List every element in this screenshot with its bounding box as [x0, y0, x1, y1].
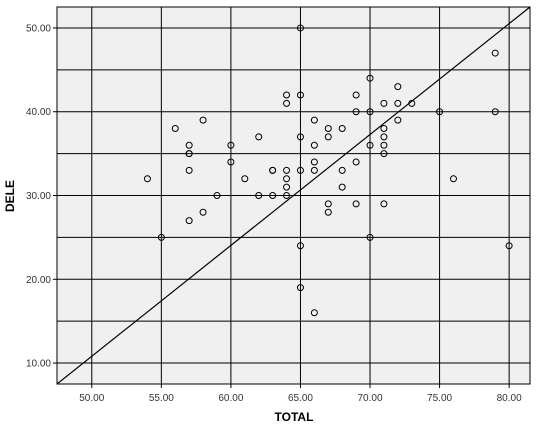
- data-point: [352, 108, 360, 116]
- data-point: [324, 208, 332, 216]
- reference-line-group: [56, 6, 531, 385]
- x-tick-label: 60.00: [218, 393, 243, 404]
- x-tick-label: 80.00: [497, 393, 522, 404]
- data-point: [296, 166, 304, 174]
- data-point: [185, 150, 193, 158]
- data-point: [255, 192, 263, 199]
- axes: 50.00 55.00 60.00 65.00 70.00 75.00 80.00 10.00…: [26, 23, 522, 404]
- data-point: [366, 233, 374, 241]
- data-point: [352, 91, 360, 99]
- data-point: [185, 217, 193, 225]
- data-point: [394, 116, 402, 124]
- y-tick-label: 40.00: [26, 107, 51, 118]
- y-tick-label: 50.00: [26, 23, 51, 34]
- data-point: [185, 141, 193, 149]
- y-tick-label: 30.00: [26, 191, 51, 202]
- data-point: [380, 150, 388, 158]
- data-point: [352, 158, 360, 166]
- data-point: [380, 133, 388, 141]
- data-point: [227, 158, 235, 166]
- data-point: [324, 124, 332, 132]
- data-point: [366, 74, 374, 82]
- data-point: [380, 141, 388, 149]
- data-point: [199, 208, 207, 216]
- data-point: [324, 133, 332, 141]
- data-point: [283, 183, 291, 191]
- data-point: [449, 175, 457, 183]
- data-point: [310, 116, 318, 124]
- data-point: [310, 141, 318, 149]
- data-point: [408, 99, 416, 107]
- data-point: [199, 116, 207, 124]
- data-point: [296, 242, 304, 250]
- data-point: [366, 141, 374, 149]
- x-tick-label: 70.00: [357, 393, 382, 404]
- data-point: [296, 133, 304, 141]
- data-point: [491, 49, 499, 57]
- data-point: [380, 99, 388, 107]
- data-point: [310, 158, 318, 166]
- data-point: [283, 166, 291, 174]
- reference-line: [56, 6, 531, 385]
- x-tick-label: 55.00: [149, 393, 174, 404]
- data-point: [296, 284, 304, 292]
- data-point: [338, 183, 346, 191]
- data-point: [338, 166, 346, 174]
- x-tick-label: 65.00: [288, 393, 313, 404]
- data-point: [185, 166, 193, 174]
- grid-lines: [57, 7, 530, 384]
- data-point: [310, 166, 318, 174]
- data-point: [241, 175, 249, 183]
- data-point: [269, 166, 277, 174]
- data-point: [269, 192, 277, 199]
- data-point: [213, 192, 221, 199]
- data-point: [296, 24, 304, 32]
- data-point: [380, 200, 388, 208]
- data-point: [394, 83, 402, 91]
- data-point: [394, 99, 402, 107]
- data-point: [436, 108, 444, 116]
- data-point: [366, 108, 374, 116]
- data-point: [143, 175, 151, 183]
- y-tick-label: 20.00: [26, 275, 51, 286]
- y-tick-label: 10.00: [26, 359, 51, 370]
- x-tick-label: 75.00: [427, 393, 452, 404]
- data-point: [283, 192, 291, 199]
- data-point: [171, 124, 179, 132]
- x-tick-label: 50.00: [79, 393, 104, 404]
- data-point: [283, 91, 291, 99]
- data-point: [352, 200, 360, 208]
- data-point: [505, 242, 513, 250]
- data-point: [338, 124, 346, 132]
- data-point: [255, 133, 263, 141]
- y-axis-title: DELE: [3, 180, 17, 212]
- data-points: [143, 24, 513, 317]
- data-point: [310, 309, 318, 317]
- data-point: [380, 124, 388, 132]
- x-axis-title: TOTAL: [275, 410, 314, 424]
- data-point: [283, 99, 291, 107]
- data-point: [491, 108, 499, 116]
- data-point: [227, 141, 235, 149]
- data-point: [157, 233, 165, 241]
- data-point: [296, 91, 304, 99]
- data-point: [283, 175, 291, 183]
- data-point: [324, 200, 332, 208]
